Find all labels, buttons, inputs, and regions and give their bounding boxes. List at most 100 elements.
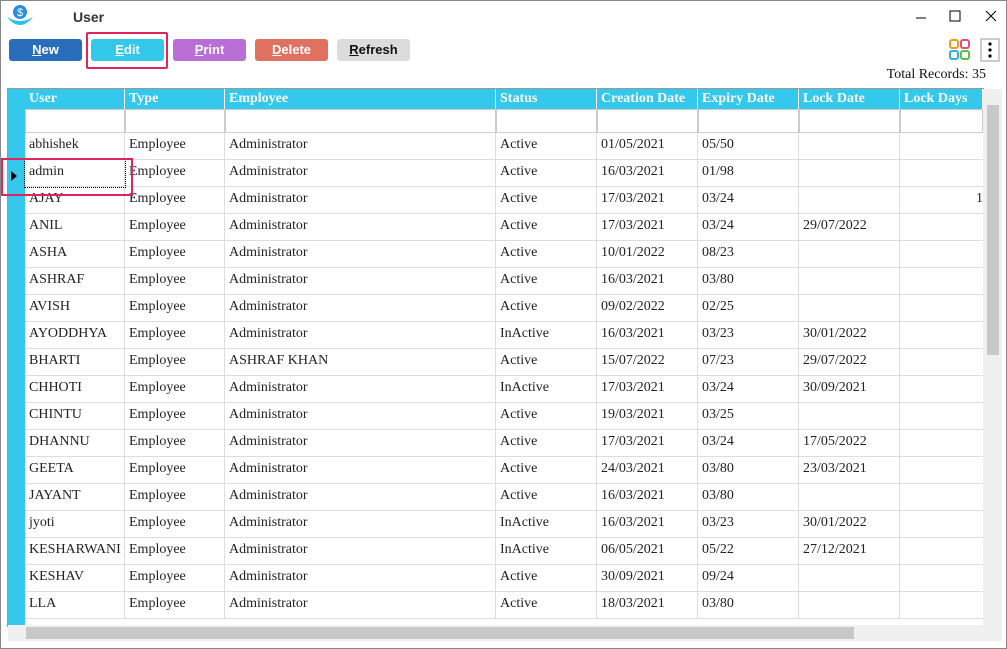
table-cell[interactable]: 23/03/2021 (799, 457, 900, 484)
table-cell[interactable] (900, 295, 984, 322)
table-cell[interactable]: 05/22 (698, 538, 799, 565)
table-cell[interactable]: Employee (125, 484, 225, 511)
vertical-scrollbar[interactable] (983, 89, 1002, 625)
table-cell[interactable]: Administrator (225, 295, 496, 322)
table-cell[interactable]: Administrator (225, 376, 496, 403)
table-cell[interactable]: 01/05/2021 (597, 133, 698, 160)
table-cell[interactable]: Employee (125, 349, 225, 376)
table-cell[interactable] (900, 322, 984, 349)
table-cell[interactable]: 16/03/2021 (597, 511, 698, 538)
table-cell[interactable]: 03/24 (698, 187, 799, 214)
table-cell[interactable]: 17/03/2021 (597, 376, 698, 403)
table-cell[interactable] (799, 403, 900, 430)
filter-cell[interactable] (225, 109, 496, 133)
table-cell[interactable]: 10/01/2022 (597, 241, 698, 268)
filter-cell[interactable] (597, 109, 698, 133)
column-header[interactable]: User (25, 89, 125, 109)
filter-cell[interactable] (496, 109, 597, 133)
table-cell[interactable]: Administrator (225, 511, 496, 538)
table-cell[interactable]: JAYANT (25, 484, 125, 511)
table-cell[interactable]: 09/24 (698, 565, 799, 592)
table-cell[interactable]: Employee (125, 214, 225, 241)
table-cell[interactable]: 15 (900, 187, 984, 214)
table-cell[interactable]: 3 (900, 511, 984, 538)
table-cell[interactable]: Employee (125, 376, 225, 403)
filter-cell[interactable] (698, 109, 799, 133)
table-cell[interactable]: 03/80 (698, 592, 799, 619)
table-cell[interactable]: Active (496, 241, 597, 268)
table-cell[interactable]: Administrator (225, 484, 496, 511)
table-cell[interactable] (900, 430, 984, 457)
table-cell[interactable]: 03/80 (698, 457, 799, 484)
table-cell[interactable] (799, 268, 900, 295)
table-cell[interactable] (900, 457, 984, 484)
table-cell[interactable]: Active (496, 565, 597, 592)
table-cell[interactable]: Employee (125, 322, 225, 349)
table-cell[interactable]: 19/03/2021 (597, 403, 698, 430)
table-cell[interactable]: 01/98 (698, 160, 799, 187)
table-cell[interactable]: 29/07/2022 (799, 214, 900, 241)
window-controls[interactable] (906, 7, 1006, 27)
table-cell[interactable]: 03/24 (698, 214, 799, 241)
table-cell[interactable]: 9 (900, 241, 984, 268)
table-cell[interactable] (799, 187, 900, 214)
table-cell[interactable] (900, 160, 984, 187)
table-cell[interactable]: 6 (900, 349, 984, 376)
table-cell[interactable]: InActive (496, 376, 597, 403)
table-cell[interactable]: Administrator (225, 538, 496, 565)
table-cell[interactable]: Active (496, 430, 597, 457)
table-cell[interactable] (900, 376, 984, 403)
table-cell[interactable]: 03/25 (698, 403, 799, 430)
table-cell[interactable]: 15/07/2022 (597, 349, 698, 376)
horizontal-scrollbar[interactable] (8, 625, 1002, 641)
toolbar-button[interactable]: Edit (91, 39, 164, 61)
table-cell[interactable]: Employee (125, 187, 225, 214)
table-cell[interactable]: CHHOTI (25, 376, 125, 403)
table-cell[interactable]: Employee (125, 538, 225, 565)
toolbar-button[interactable]: Delete (255, 39, 328, 61)
table-cell[interactable]: Active (496, 160, 597, 187)
table-cell[interactable] (900, 484, 984, 511)
table-cell[interactable]: KESHAV (25, 565, 125, 592)
table-cell[interactable] (900, 538, 984, 565)
column-header[interactable]: Lock Days (900, 89, 983, 109)
toolbar-button[interactable]: Refresh (337, 39, 410, 61)
table-cell[interactable]: ASHA (25, 241, 125, 268)
table-cell[interactable]: Active (496, 592, 597, 619)
table-cell[interactable]: 24/03/2021 (597, 457, 698, 484)
toolbar-button[interactable]: New (9, 39, 82, 61)
table-cell[interactable]: Administrator (225, 214, 496, 241)
table-cell[interactable]: Employee (125, 430, 225, 457)
table-cell[interactable]: 16/03/2021 (597, 322, 698, 349)
table-cell[interactable]: Administrator (225, 241, 496, 268)
column-header[interactable]: Creation Date (597, 89, 698, 109)
table-cell[interactable]: Employee (125, 565, 225, 592)
table-cell[interactable]: 08/23 (698, 241, 799, 268)
table-cell[interactable]: abhishek (25, 133, 125, 160)
table-cell[interactable]: 02/25 (698, 295, 799, 322)
table-cell[interactable] (799, 565, 900, 592)
table-cell[interactable]: ASHRAF KHAN (225, 349, 496, 376)
table-cell[interactable]: 17/03/2021 (597, 187, 698, 214)
table-cell[interactable]: BHARTI (25, 349, 125, 376)
table-cell[interactable]: 03/80 (698, 268, 799, 295)
table-cell[interactable]: 18/03/2021 (597, 592, 698, 619)
table-cell[interactable]: jyoti (25, 511, 125, 538)
table-cell[interactable]: AYODDHYA (25, 322, 125, 349)
table-cell[interactable]: 17/05/2022 (799, 430, 900, 457)
table-cell[interactable]: CHINTU (25, 403, 125, 430)
table-cell[interactable]: 29/07/2022 (799, 349, 900, 376)
table-cell[interactable]: 16/03/2021 (597, 160, 698, 187)
filter-cell[interactable] (799, 109, 900, 133)
column-header[interactable]: Employee (225, 89, 496, 109)
table-cell[interactable]: Active (496, 403, 597, 430)
table-cell[interactable]: Active (496, 295, 597, 322)
table-cell[interactable]: 16/03/2021 (597, 268, 698, 295)
table-cell[interactable] (799, 241, 900, 268)
table-cell[interactable]: 16/03/2021 (597, 484, 698, 511)
table-cell[interactable]: InActive (496, 511, 597, 538)
filter-cell[interactable] (900, 109, 983, 133)
table-cell[interactable]: Active (496, 484, 597, 511)
table-cell[interactable]: Administrator (225, 268, 496, 295)
column-header[interactable]: Expiry Date (698, 89, 799, 109)
